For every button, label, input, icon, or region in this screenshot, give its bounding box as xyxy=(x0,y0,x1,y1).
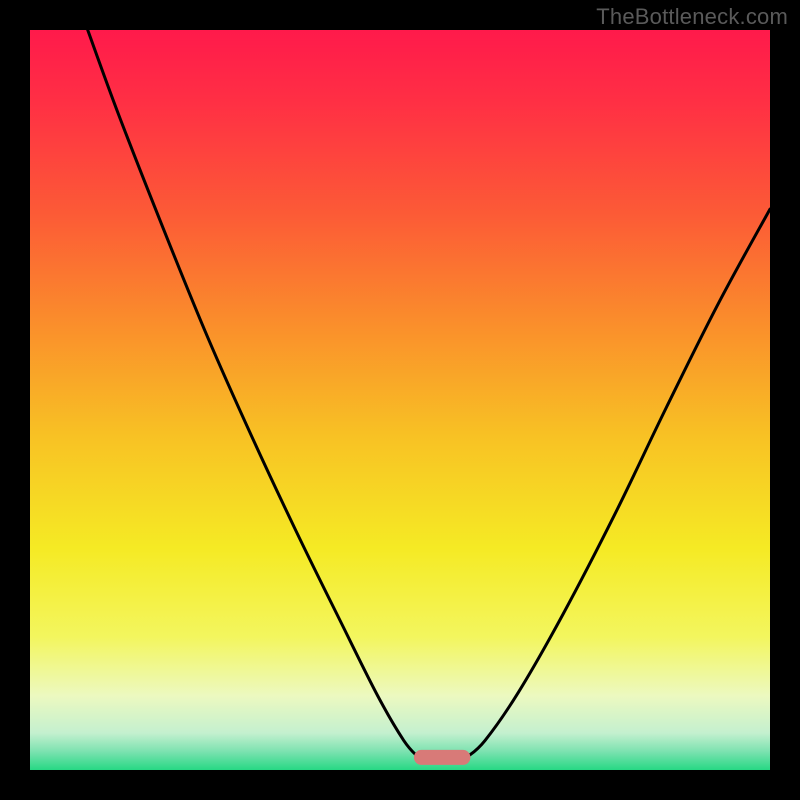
chart-svg xyxy=(0,0,800,800)
bottleneck-marker xyxy=(414,750,470,764)
chart-stage: TheBottleneck.com xyxy=(0,0,800,800)
watermark-text: TheBottleneck.com xyxy=(596,4,788,30)
plot-background xyxy=(30,30,770,770)
